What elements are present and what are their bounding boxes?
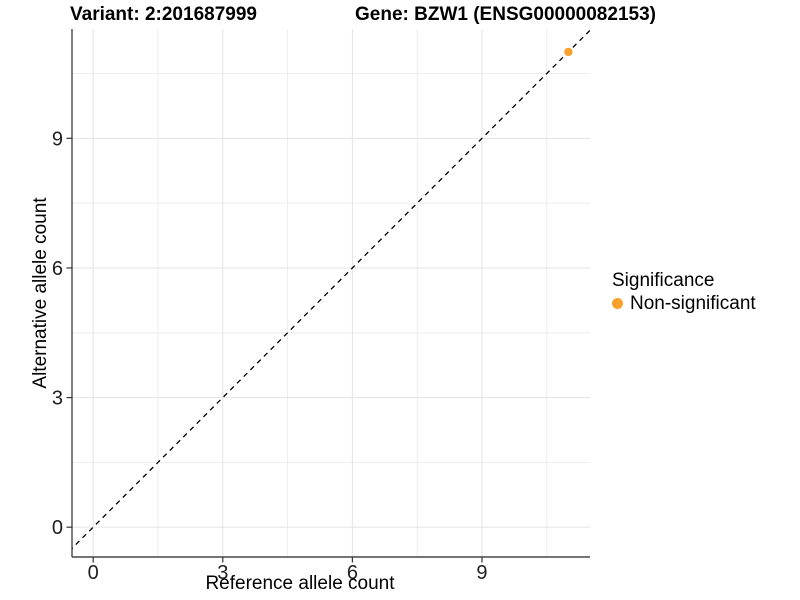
legend-item-non-significant: Non-significant xyxy=(612,293,756,314)
x-tick-label: 9 xyxy=(476,562,487,584)
variant-title: Variant: 2:201687999 xyxy=(70,4,257,25)
x-tick-label: 6 xyxy=(347,562,358,584)
legend-point-icon xyxy=(612,298,623,309)
y-tick-label: 0 xyxy=(52,517,63,539)
y-tick-label: 3 xyxy=(52,388,63,410)
x-tick-label: 0 xyxy=(88,562,99,584)
x-axis-title: Reference allele count xyxy=(205,573,395,594)
y-axis-title: Alternative allele count xyxy=(30,197,51,389)
y-tick-label: 6 xyxy=(52,258,63,280)
x-tick-label: 3 xyxy=(217,562,228,584)
data-point xyxy=(564,47,573,57)
legend: Significance Non-significant xyxy=(612,269,756,314)
legend-item-label: Non-significant xyxy=(630,292,756,314)
y-tick-label: 9 xyxy=(52,128,63,150)
legend-title: Significance xyxy=(612,270,715,291)
identity-line xyxy=(72,29,590,550)
gene-title: Gene: BZW1 (ENSG00000082153) xyxy=(355,4,656,25)
